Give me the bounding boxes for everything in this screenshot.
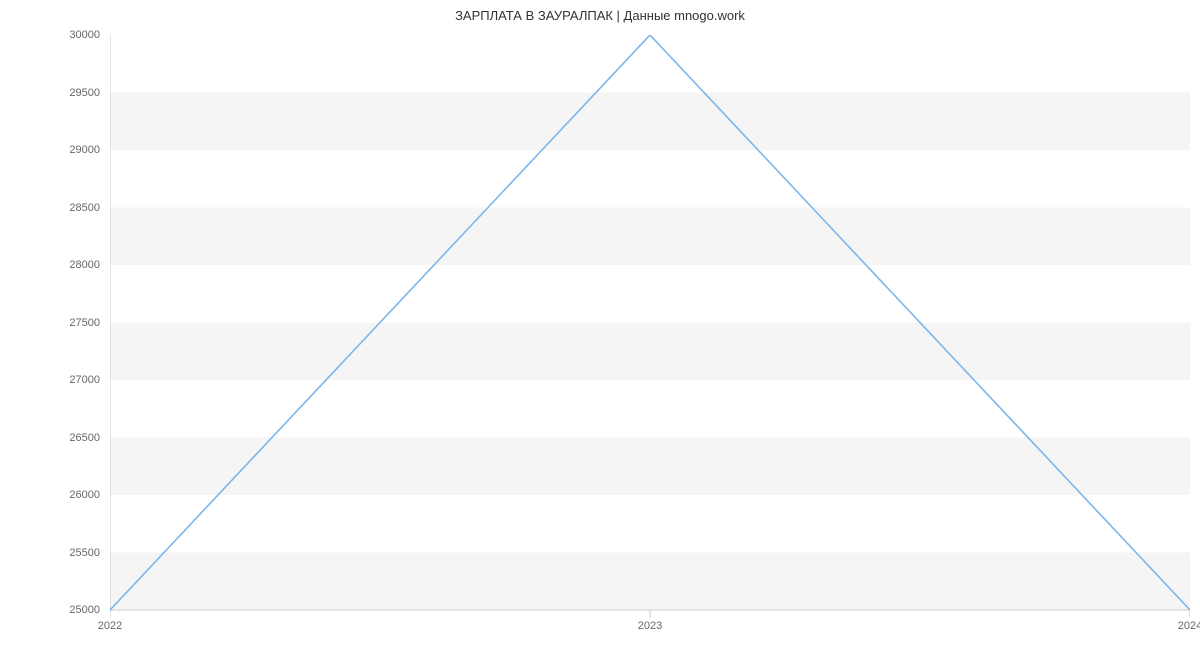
y-axis-tick-label: 28500 bbox=[0, 202, 100, 214]
y-axis-tick-label: 26000 bbox=[0, 489, 100, 501]
y-axis-tick-label: 26500 bbox=[0, 432, 100, 444]
x-axis-tick-label: 2023 bbox=[638, 620, 662, 632]
y-axis-tick-label: 30000 bbox=[0, 29, 100, 41]
y-axis-tick-label: 27500 bbox=[0, 317, 100, 329]
y-axis-tick-label: 25500 bbox=[0, 547, 100, 559]
salary-line-chart: ЗАРПЛАТА В ЗАУРАЛПАК | Данные mnogo.work… bbox=[0, 0, 1200, 650]
x-axis-tick-label: 2024 bbox=[1178, 620, 1200, 632]
x-axis-tick-label: 2022 bbox=[98, 620, 122, 632]
y-axis-tick-label: 25000 bbox=[0, 604, 100, 616]
plot-area bbox=[110, 35, 1190, 630]
chart-title: ЗАРПЛАТА В ЗАУРАЛПАК | Данные mnogo.work bbox=[0, 8, 1200, 23]
y-axis-tick-label: 28000 bbox=[0, 259, 100, 271]
y-axis-tick-label: 29000 bbox=[0, 144, 100, 156]
y-axis-tick-label: 29500 bbox=[0, 87, 100, 99]
y-axis-tick-label: 27000 bbox=[0, 374, 100, 386]
